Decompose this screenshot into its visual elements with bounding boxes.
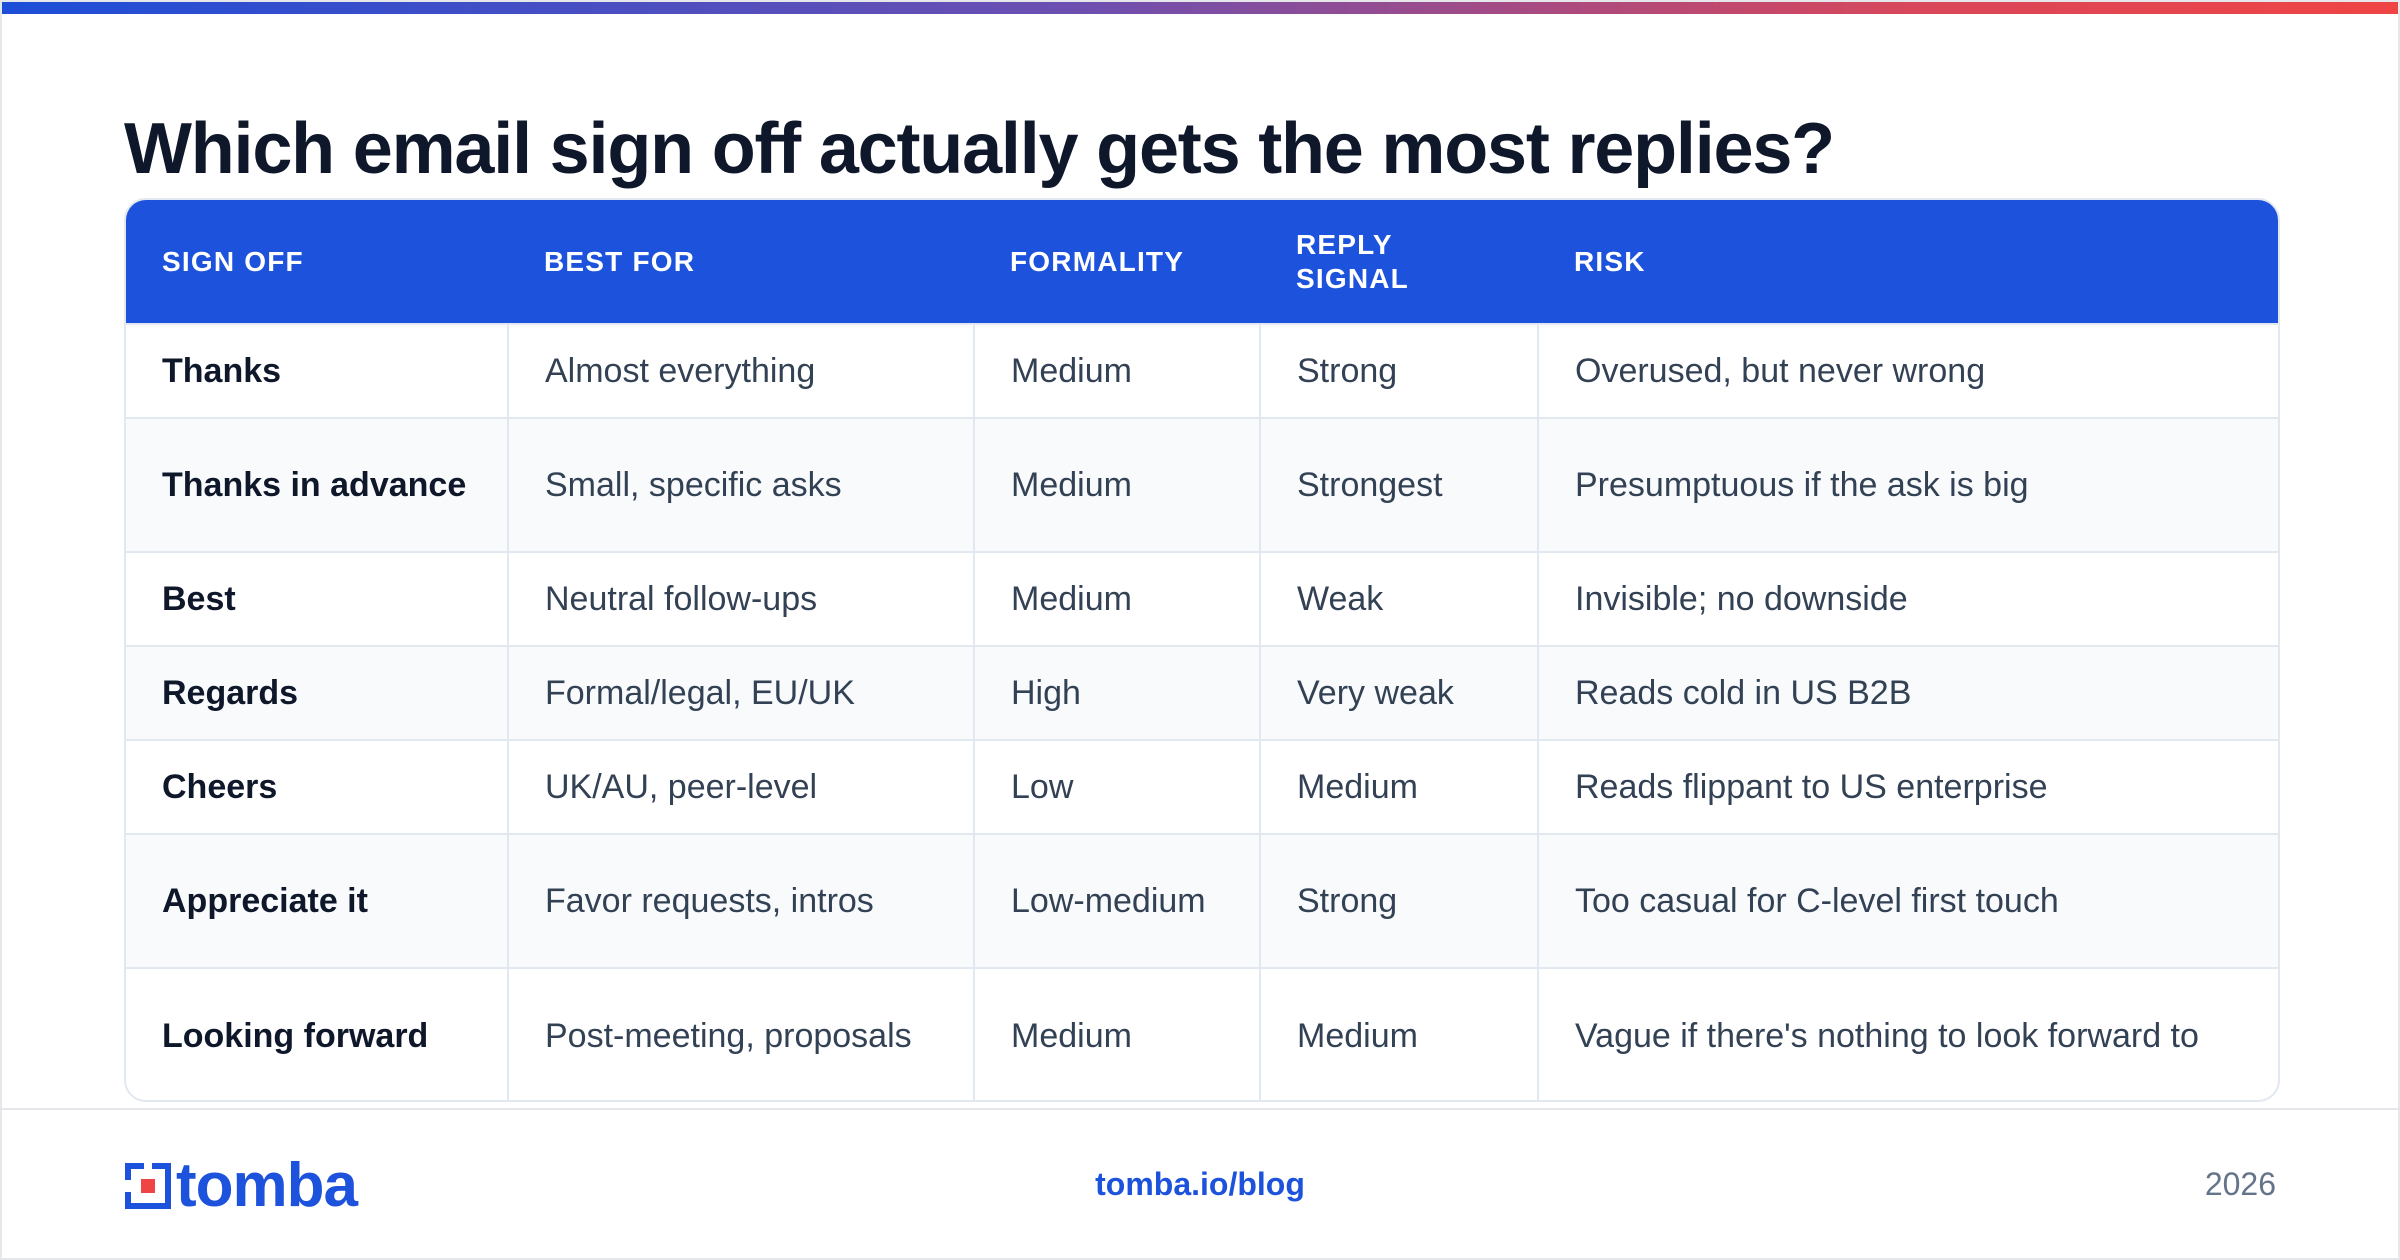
footer-year: 2026: [2204, 1166, 2276, 1202]
col-header-reply-signal-line-2: SIGNAL: [1296, 262, 1409, 294]
cell-best-for: Formal/legal, EU/UK: [508, 645, 975, 740]
table-row: Thanks Almost everything Medium Strong Overu…: [126, 323, 2278, 418]
cell-reply-signal: Medium: [1260, 739, 1539, 834]
col-header-reply-signal: REPLY SIGNAL: [1260, 200, 1538, 324]
cell-reply-signal: Medium: [1260, 967, 1539, 1100]
sign-off-table: SIGN OFF BEST FOR FORMALITY REPLY SIGNAL…: [126, 200, 2278, 1100]
col-header-reply-signal-line-1: REPLY: [1296, 228, 1393, 260]
col-header-sign-off: SIGN OFF: [162, 245, 304, 277]
gradient-top-bar: [2, 2, 2398, 14]
cell-risk: Reads flippant to US enterprise: [1538, 739, 2278, 834]
cell-risk: Reads cold in US B2B: [1538, 645, 2278, 740]
cell-formality: High: [974, 645, 1261, 740]
cell-formality: Medium: [974, 551, 1261, 646]
page-title: Which email sign off actually gets the m…: [124, 109, 1835, 189]
table-row: Best Neutral follow-ups Medium Weak Invisibl…: [126, 551, 2278, 646]
tomba-logo-icon: [124, 1162, 171, 1209]
cell-reply-signal: Strong: [1260, 323, 1539, 418]
cell-reply-signal: Very weak: [1260, 645, 1539, 740]
col-header-best-for: BEST FOR: [544, 245, 696, 277]
cell-reply-signal: Strong: [1260, 833, 1539, 968]
cell-reply-signal: Strongest: [1260, 417, 1539, 552]
col-header-risk: RISK: [1574, 245, 1646, 277]
sign-off-table-card: SIGN OFF BEST FOR FORMALITY REPLY SIGNAL…: [124, 198, 2280, 1102]
cell-risk: Vague if there's nothing to look forward…: [1538, 967, 2278, 1100]
cell-sign-off: Looking forward: [126, 967, 509, 1100]
cell-best-for: Favor requests, intros: [508, 833, 975, 968]
footer-divider: [2, 1108, 2398, 1110]
cell-best-for: Almost everything: [508, 323, 975, 418]
table-row: Thanks in advance Small, specific asks Med…: [126, 417, 2278, 552]
table-body: Thanks Almost everything Medium Strong Overu…: [126, 323, 2278, 1100]
table-header-row: SIGN OFF BEST FOR FORMALITY REPLY SIGNAL…: [126, 200, 2278, 324]
cell-best-for: Neutral follow-ups: [508, 551, 975, 646]
cell-sign-off: Appreciate it: [126, 833, 509, 968]
table-row: Looking forward Post-meeting, proposals Me…: [126, 967, 2278, 1100]
cell-best-for: UK/AU, peer-level: [508, 739, 975, 834]
cell-formality: Medium: [974, 967, 1261, 1100]
table-row: Cheers UK/AU, peer-level Low Medium Reads fl…: [126, 739, 2278, 834]
cell-sign-off: Thanks: [126, 323, 509, 418]
blog-link[interactable]: tomba.io/blog: [1095, 1166, 1305, 1202]
tomba-logo: tomba: [124, 1151, 358, 1220]
cell-formality: Low: [974, 739, 1261, 834]
col-header-formality: FORMALITY: [1010, 245, 1185, 277]
cell-sign-off: Regards: [126, 645, 509, 740]
cell-best-for: Post-meeting, proposals: [508, 967, 975, 1100]
cell-best-for: Small, specific asks: [508, 417, 975, 552]
table-row: Appreciate it Favor requests, intros Low-m…: [126, 833, 2278, 968]
cell-sign-off: Best: [126, 551, 509, 646]
logo-wordmark: tomba: [176, 1151, 358, 1220]
table-row: Regards Formal/legal, EU/UK High Very weak R…: [126, 645, 2278, 740]
cell-reply-signal: Weak: [1260, 551, 1539, 646]
cell-formality: Medium: [974, 417, 1261, 552]
cell-risk: Presumptuous if the ask is big: [1538, 417, 2278, 552]
cell-risk: Too casual for C-level first touch: [1538, 833, 2278, 968]
cell-risk: Overused, but never wrong: [1538, 323, 2278, 418]
cell-sign-off: Thanks in advance: [126, 417, 509, 552]
cell-risk: Invisible; no downside: [1538, 551, 2278, 646]
cell-formality: Low-medium: [974, 833, 1261, 968]
cell-formality: Medium: [974, 323, 1261, 418]
cell-sign-off: Cheers: [126, 739, 509, 834]
